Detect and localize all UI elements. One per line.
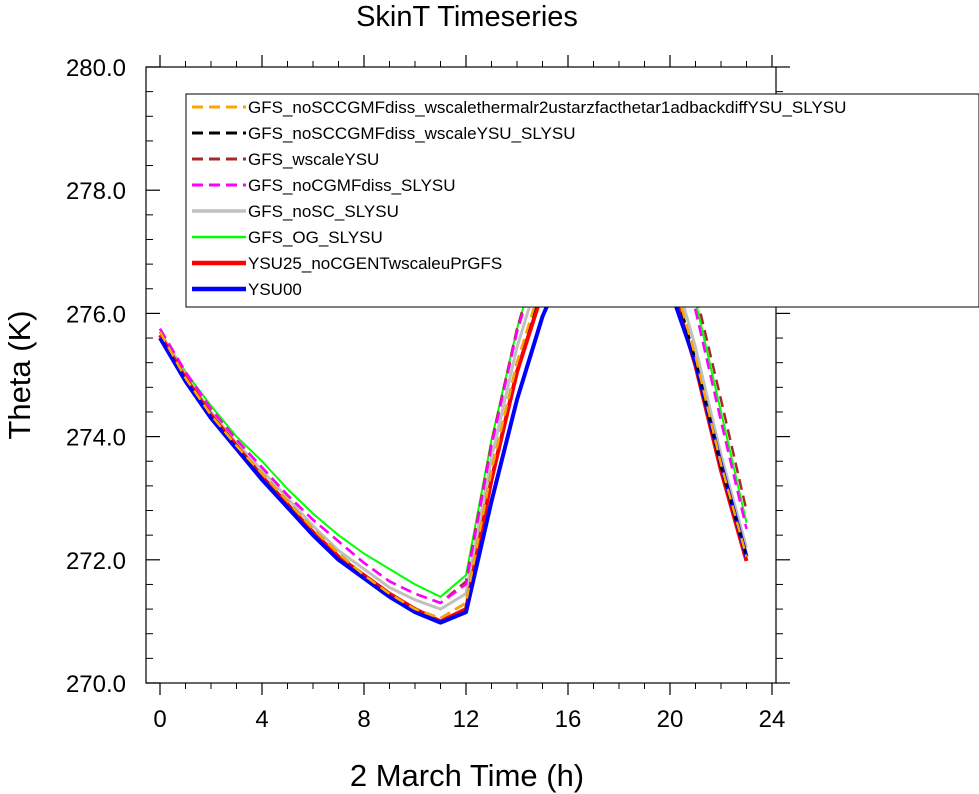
- legend-label: YSU00: [248, 280, 302, 299]
- legend-label: GFS_OG_SLYSU: [248, 228, 383, 247]
- x-tick-label: 4: [255, 706, 268, 733]
- plot-frame: [145, 66, 777, 684]
- y-tick-label: 272.0: [66, 548, 126, 575]
- legend-label: YSU25_noCGENTwscaleuPrGFS: [248, 254, 502, 273]
- y-axis-label: Theta (K): [2, 310, 37, 439]
- series-line-4: [158, 148, 748, 605]
- x-tick-label: 16: [555, 706, 582, 733]
- y-tick-label: 280.0: [66, 55, 126, 82]
- x-tick-label: 24: [759, 706, 786, 733]
- x-tick-label: 8: [357, 706, 370, 733]
- x-tick-label: 0: [153, 706, 166, 733]
- y-tick-label: 274.0: [66, 425, 126, 452]
- legend-label: GFS_wscaleYSU: [248, 150, 379, 169]
- x-tick-label: 12: [453, 706, 480, 733]
- legend-label: GFS_noSCCGMFdiss_wscalethermalr2ustarzfa…: [248, 98, 846, 117]
- x-tick-label: 20: [657, 706, 684, 733]
- legend: GFS_noSCCGMFdiss_wscalethermalr2ustarzfa…: [185, 93, 979, 308]
- legend-label: GFS_noSCCGMFdiss_wscaleYSU_SLYSU: [248, 124, 576, 143]
- chart-title: SkinT Timeseries: [356, 1, 578, 33]
- x-axis-label: 2 March Time (h): [350, 758, 584, 793]
- legend-label: GFS_noCGMFdiss_SLYSU: [248, 176, 456, 195]
- axis-ticks: 0 4 8 12 16 20 24 270.0 272.0 274.0 276.0 278.0 280.…: [66, 55, 790, 733]
- legend-box: [185, 93, 979, 308]
- legend-label: GFS_noSC_SLYSU: [248, 202, 399, 221]
- y-tick-label: 270.0: [66, 671, 126, 698]
- y-tick-label: 278.0: [66, 178, 126, 205]
- y-tick-label: 276.0: [66, 301, 126, 328]
